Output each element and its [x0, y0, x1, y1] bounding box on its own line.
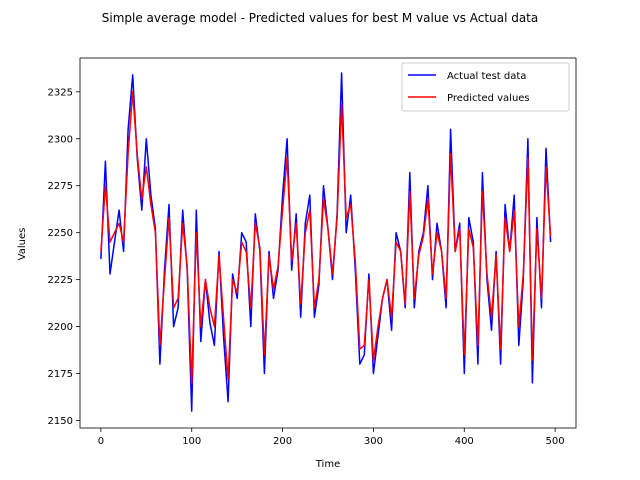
series-layer: [100, 72, 552, 412]
legend-box: [401, 62, 570, 112]
plot-area: [79, 57, 577, 429]
x-tick-label: 500: [546, 436, 565, 447]
legend: Actual test data Predicted values: [401, 62, 570, 112]
legend-label-actual: Actual test data: [447, 71, 526, 82]
plot-frame: [79, 57, 577, 429]
legend-label-predicted: Predicted values: [447, 93, 530, 104]
y-tick-label: 2300: [48, 134, 73, 145]
y-tick-label: 2150: [48, 416, 73, 427]
x-tick-label: 300: [364, 436, 383, 447]
x-axis: 0 100 200 300 400 500: [98, 428, 565, 447]
y-tick-label: 2200: [48, 322, 73, 333]
x-tick-label: 100: [182, 436, 201, 447]
series-line-predicted: [100, 91, 552, 384]
x-tick-label: 400: [455, 436, 474, 447]
y-tick-label: 2275: [48, 181, 73, 192]
y-tick-label: 2225: [48, 275, 73, 286]
y-tick-label: 2175: [48, 369, 73, 380]
y-tick-label: 2250: [48, 228, 73, 239]
x-tick-label: 0: [98, 436, 104, 447]
y-tick-label: 2325: [48, 87, 73, 98]
y-axis-label: Values: [17, 228, 28, 261]
y-axis: 2150 2175 2200 2225 2250 2275 2300 2325: [48, 87, 80, 427]
x-tick-label: 200: [273, 436, 292, 447]
x-axis-label: Time: [315, 459, 340, 470]
chart-title: Simple average model - Predicted values …: [102, 11, 539, 25]
series-line-actual: [100, 72, 552, 412]
